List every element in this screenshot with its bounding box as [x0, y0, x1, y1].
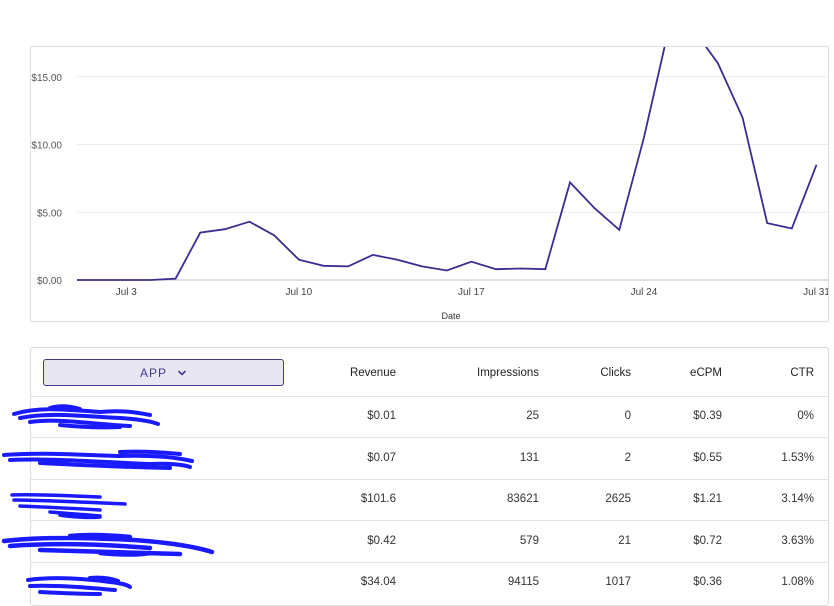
table-row[interactable]: $0.07 131 2 $0.55 1.53% — [31, 438, 828, 480]
ecpm-cell: $0.36 — [693, 576, 722, 588]
x-axis-label: Date — [441, 311, 460, 321]
impressions-cell: 131 — [519, 452, 539, 464]
revenue-line-chart: $0.00 $5.00 $10.00 $15.00 Jul 3 Jul 10 Jul 17… — [31, 47, 829, 321]
table-row[interactable]: $34.04 94115 1017 $0.36 1.08% — [31, 562, 828, 603]
clicks-cell: 1017 — [605, 576, 631, 588]
table-header-row: APP Revenue Impressions Clicks eCPM CTR — [31, 348, 828, 397]
ecpm-cell: $0.39 — [693, 410, 722, 422]
redaction-scribble-5 — [26, 575, 132, 596]
revenue-cell: $0.07 — [367, 452, 396, 464]
x-tick-label: Jul 17 — [458, 287, 485, 298]
revenue-cell: $34.04 — [360, 576, 396, 588]
y-tick-label: $5.00 — [37, 208, 62, 219]
x-tick-label: Jul 24 — [631, 287, 658, 298]
y-tick-label: $15.00 — [31, 73, 62, 84]
x-tick-label: Jul 31 — [803, 287, 829, 298]
y-tick-label: $0.00 — [37, 276, 62, 287]
ctr-cell: 1.53% — [781, 452, 814, 464]
x-tick-label: Jul 10 — [286, 287, 313, 298]
column-header-revenue[interactable]: Revenue — [349, 367, 396, 379]
ecpm-cell: $0.72 — [693, 535, 722, 547]
impressions-cell: 579 — [519, 535, 539, 547]
redaction-scribble-4 — [1, 532, 215, 557]
clicks-cell: 2625 — [605, 493, 631, 505]
redaction-scribble-3 — [10, 492, 127, 520]
revenue-cell: $0.42 — [367, 535, 396, 547]
clicks-cell: 0 — [624, 410, 631, 422]
ctr-cell: 0% — [797, 410, 814, 422]
table-row[interactable]: $0.42 579 21 $0.72 3.63% — [31, 521, 828, 563]
app-dimension-dropdown[interactable]: APP — [43, 359, 284, 386]
ecpm-cell: $1.21 — [693, 493, 722, 505]
table-row[interactable]: $0.01 25 0 $0.39 0% — [31, 396, 828, 438]
column-header-ctr[interactable]: CTR — [790, 367, 814, 379]
table-row[interactable]: $101.6 83621 2625 $1.21 3.14% — [31, 479, 828, 521]
impressions-cell: 94115 — [507, 576, 539, 588]
ctr-cell: 1.08% — [781, 576, 814, 588]
revenue-chart: $0.00 $5.00 $10.00 $15.00 Jul 3 Jul 10 Jul 17… — [30, 46, 829, 322]
redaction-scribble-1 — [12, 404, 160, 430]
ctr-cell: 3.63% — [781, 535, 814, 547]
clicks-cell: 21 — [618, 535, 631, 547]
x-tick-label: Jul 3 — [116, 287, 138, 298]
ctr-cell: 3.14% — [781, 493, 814, 505]
column-header-clicks[interactable]: Clicks — [600, 367, 631, 379]
impressions-cell: 25 — [526, 410, 539, 422]
column-header-impressions[interactable]: Impressions — [477, 367, 539, 379]
app-dropdown-label: APP — [139, 365, 167, 380]
apps-table: APP Revenue Impressions Clicks eCPM CTR … — [30, 347, 829, 606]
revenue-series-line — [77, 47, 818, 281]
redaction-scribble-2 — [2, 449, 194, 470]
clicks-cell: 2 — [624, 452, 631, 464]
revenue-cell: $0.01 — [367, 410, 396, 422]
y-tick-label: $10.00 — [31, 141, 62, 152]
ecpm-cell: $0.55 — [693, 452, 722, 464]
chevron-down-icon — [177, 369, 187, 377]
column-header-ecpm[interactable]: eCPM — [690, 367, 722, 379]
impressions-cell: 83621 — [507, 493, 539, 505]
revenue-cell: $101.6 — [360, 493, 396, 505]
